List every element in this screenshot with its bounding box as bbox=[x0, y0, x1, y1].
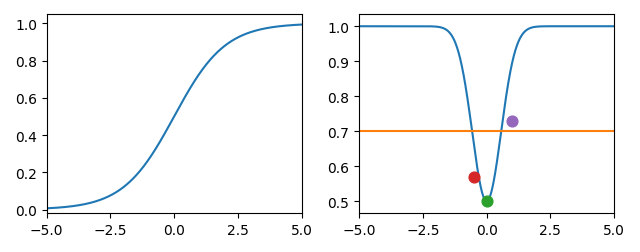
Point bbox=[481, 199, 492, 203]
Point bbox=[507, 119, 517, 123]
Point bbox=[468, 175, 479, 179]
